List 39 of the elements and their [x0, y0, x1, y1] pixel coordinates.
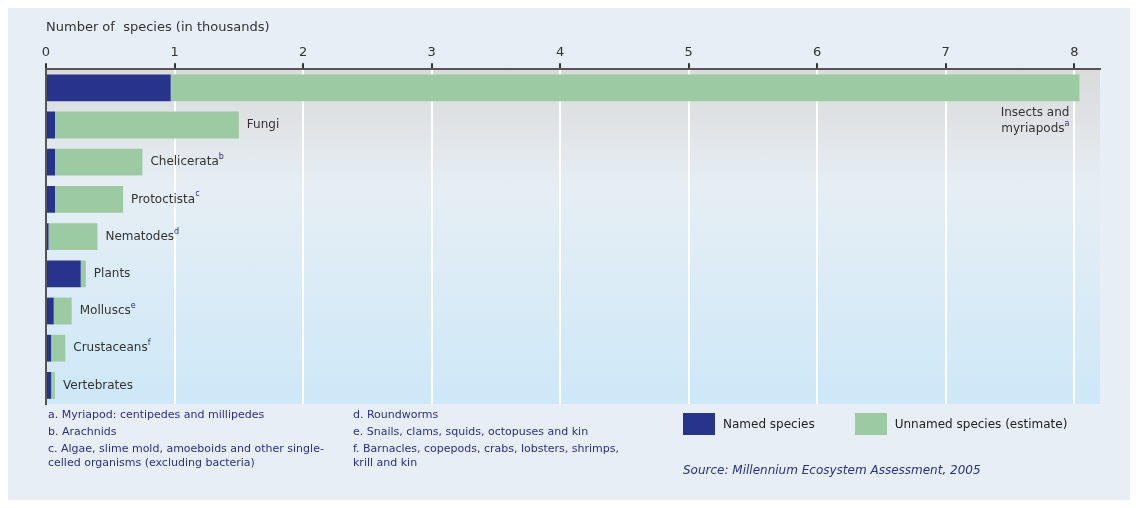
bar	[53, 297, 72, 325]
bar	[55, 111, 239, 139]
x-tick-label: 0	[41, 43, 51, 59]
bar	[47, 186, 55, 213]
bar	[51, 334, 66, 362]
x-tick-label: 3	[427, 43, 436, 59]
bar	[51, 372, 55, 399]
bar	[47, 260, 81, 288]
x-tick-label: 7	[941, 43, 950, 59]
legend-label: Unnamed species (estimate)	[893, 415, 1068, 433]
bar	[170, 74, 1080, 102]
bar	[55, 186, 124, 213]
bar	[47, 111, 55, 139]
bar	[47, 148, 55, 176]
x-tick-label: 6	[813, 43, 822, 59]
y-tick-label: Fungi	[246, 117, 280, 132]
text: b. Arachnids	[48, 425, 118, 439]
legend-label: Named species	[722, 415, 815, 433]
bar	[48, 223, 98, 250]
bar	[47, 297, 54, 325]
text: e. Snails, clams, squids, octopuses and kin	[353, 425, 590, 439]
text: d. Roundworms	[353, 408, 440, 422]
x-tick-label: 4	[556, 43, 565, 59]
x-tick-label: 1	[170, 43, 179, 59]
y-tick-label: Plants	[93, 265, 131, 280]
bar	[47, 334, 52, 362]
x-tick-label: 2	[298, 43, 308, 59]
bar	[55, 148, 143, 176]
x-tick-label: 5	[684, 43, 693, 59]
bar	[47, 74, 171, 102]
y-tick-label: Vertebrates	[63, 377, 133, 392]
bar	[80, 260, 86, 288]
x-tick-label: 8	[1070, 43, 1079, 59]
text: c. Algae, slime mold, amoeboids and other single-celled organisms (excluding bacteria)	[48, 442, 325, 470]
x-axis-title: Number of species (in thousands)	[46, 19, 270, 35]
bar	[47, 372, 52, 399]
source-note: Source: Millennium Ecosystem Assessment, 2005	[683, 463, 981, 477]
text: f. Barnacles, copepods, crabs, lobsters, shrimps, krill and kin	[353, 442, 620, 470]
text: a. Myriapod: centipedes and millipedes	[48, 408, 266, 422]
